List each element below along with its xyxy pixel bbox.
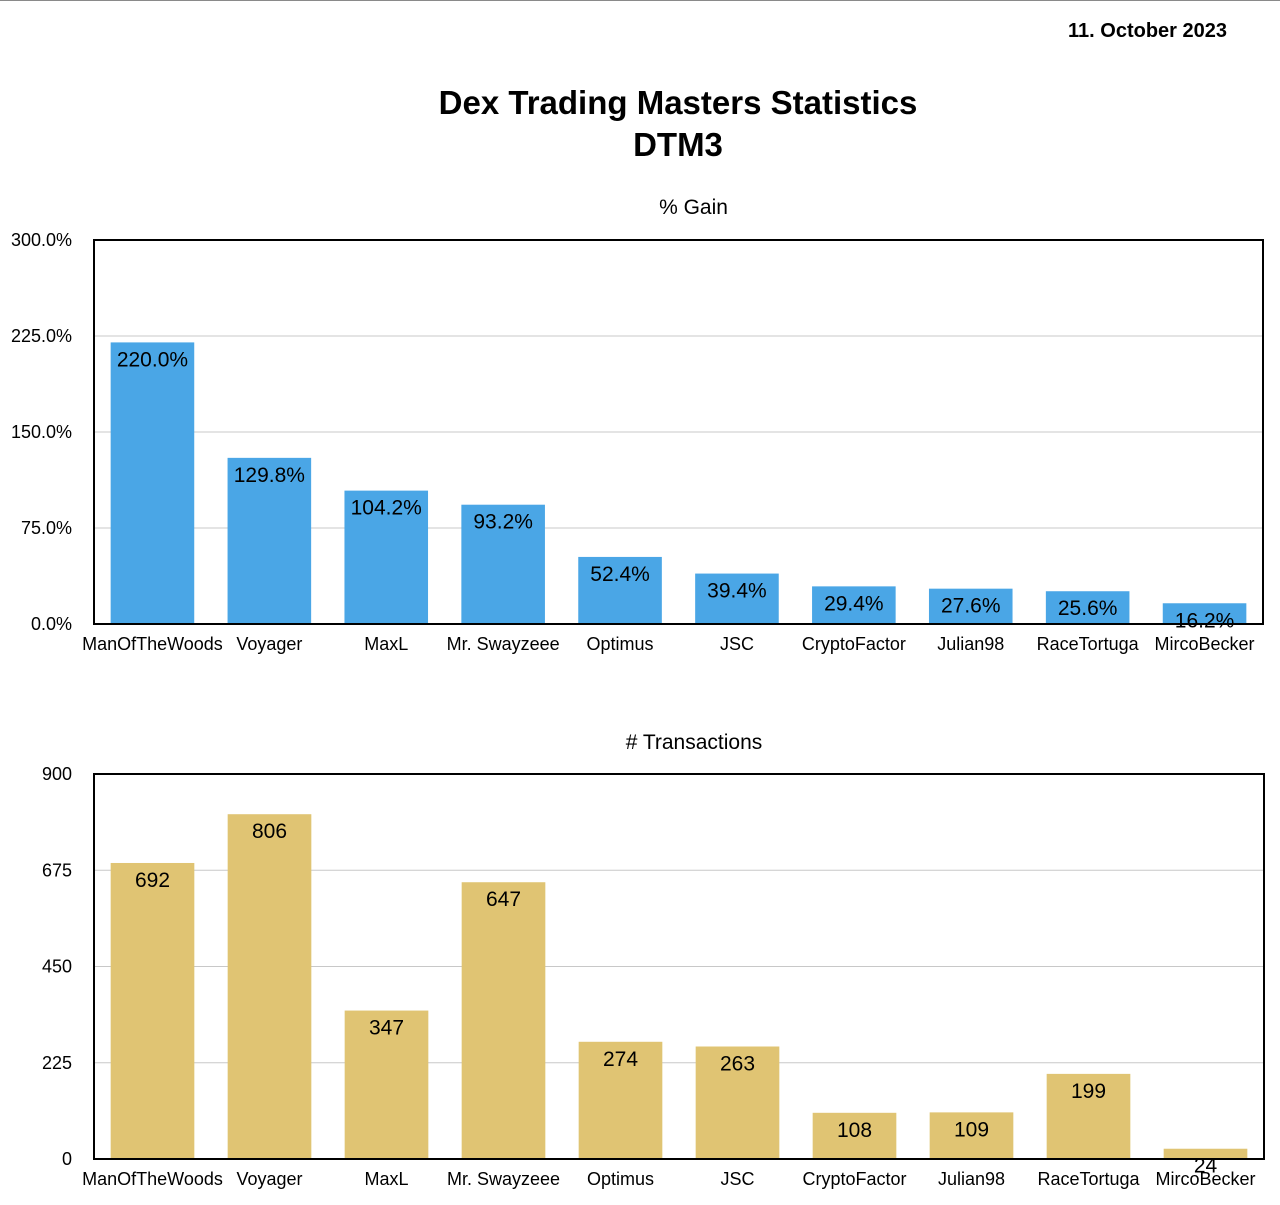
page-title: Dex Trading Masters Statistics [438, 84, 918, 121]
transactions-data-label: 199 [1071, 1080, 1106, 1103]
gain-chart-title: % Gain [659, 196, 728, 219]
transactions-data-label: 109 [954, 1118, 989, 1141]
transactions-bar [929, 1112, 1014, 1159]
transactions-data-label: 806 [252, 820, 287, 843]
transactions-category-label: JSC [720, 1169, 754, 1189]
gain-data-label: 16.2% [1175, 609, 1235, 632]
transactions-category-label: Julian98 [938, 1169, 1005, 1189]
transactions-chart-title: # Transactions [626, 731, 763, 754]
transactions-category-label: MircoBecker [1155, 1169, 1255, 1189]
gain-category-label: MaxL [364, 634, 408, 654]
transactions-bar [461, 882, 546, 1159]
transactions-category-label: MaxL [364, 1169, 408, 1189]
transactions-category-label: ManOfTheWoods [82, 1169, 223, 1189]
transactions-y-tick-label: 225 [42, 1053, 72, 1073]
report-date: 11. October 2023 [1068, 20, 1227, 42]
gain-y-tick-label: 225.0% [11, 326, 72, 346]
transactions-data-label: 263 [720, 1052, 755, 1075]
transactions-plot-frame [93, 773, 1265, 1160]
gain-bar [461, 504, 545, 624]
gain-y-tick-label: 0.0% [31, 614, 72, 634]
gain-bar [695, 573, 779, 624]
gain-data-label: 39.4% [707, 580, 767, 603]
transactions-bar [1046, 1073, 1131, 1159]
transactions-data-label: 347 [369, 1017, 404, 1040]
transactions-bar [1163, 1148, 1248, 1159]
transactions-category-label: Voyager [236, 1169, 302, 1189]
transactions-y-tick-label: 450 [42, 957, 72, 977]
transactions-bar [344, 1010, 429, 1159]
transactions-bar [227, 814, 312, 1159]
gain-category-label: JSC [720, 634, 754, 654]
gain-data-label: 129.8% [234, 464, 305, 487]
transactions-data-label: 274 [603, 1048, 638, 1071]
gain-data-label: 25.6% [1058, 597, 1118, 620]
gain-data-label: 220.0% [117, 348, 188, 371]
gain-category-label: MircoBecker [1155, 634, 1255, 654]
transactions-bar [812, 1112, 897, 1159]
transactions-category-label: Mr. Swayzeee [447, 1169, 560, 1189]
gain-bar [928, 588, 1013, 624]
gain-data-label: 52.4% [590, 563, 650, 586]
transactions-category-label: CryptoFactor [802, 1169, 906, 1189]
transactions-category-label: RaceTortuga [1037, 1169, 1140, 1189]
gain-category-label: Julian98 [937, 634, 1004, 654]
transactions-y-tick-label: 900 [42, 764, 72, 784]
gain-category-label: ManOfTheWoods [82, 634, 223, 654]
transactions-bar [695, 1046, 780, 1159]
gain-y-tick-label: 75.0% [21, 518, 72, 538]
gain-bar [812, 586, 896, 624]
transactions-data-label: 24 [1194, 1155, 1218, 1178]
gain-data-label: 27.6% [941, 595, 1001, 618]
transactions-data-label: 647 [486, 888, 521, 911]
transactions-data-label: 692 [135, 869, 170, 892]
gain-category-label: CryptoFactor [802, 634, 906, 654]
transactions-bar [578, 1041, 663, 1159]
gain-bar [578, 556, 662, 624]
gain-category-label: Optimus [587, 634, 654, 654]
transactions-bar [110, 862, 195, 1159]
gain-y-tick-label: 150.0% [11, 422, 72, 442]
gain-data-label: 29.4% [824, 592, 884, 615]
gain-bar [1162, 603, 1247, 624]
gain-bar [227, 457, 312, 624]
gain-bar [344, 490, 429, 624]
gain-data-label: 93.2% [473, 511, 533, 534]
gain-category-label: Mr. Swayzeee [447, 634, 560, 654]
gain-plot-frame [93, 239, 1264, 625]
transactions-data-label: 108 [837, 1119, 872, 1142]
transactions-category-label: Optimus [587, 1169, 654, 1189]
top-rule [0, 0, 1280, 1]
gain-category-label: RaceTortuga [1037, 634, 1140, 654]
gain-category-label: Voyager [236, 634, 302, 654]
gain-bar [110, 342, 195, 624]
page-subtitle: DTM3 [633, 126, 723, 163]
gain-data-label: 104.2% [351, 497, 422, 520]
gain-bar [1045, 591, 1130, 624]
transactions-y-tick-label: 0 [62, 1149, 72, 1169]
gain-y-tick-label: 300.0% [11, 230, 72, 250]
transactions-y-tick-label: 675 [42, 860, 72, 880]
